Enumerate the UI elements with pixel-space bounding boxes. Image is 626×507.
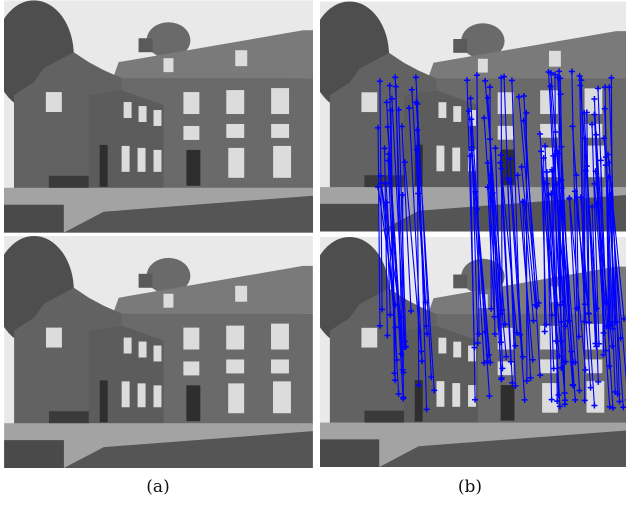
caption-a: (a) bbox=[146, 477, 169, 497]
photo-top-a bbox=[0, 0, 313, 232]
photo-bottom-b bbox=[310, 237, 626, 467]
caption-b: (b) bbox=[458, 477, 482, 497]
match-line bbox=[526, 113, 527, 381]
page: (a) (b) (() => { const data = JSON.parse… bbox=[0, 0, 626, 507]
photo-bottom-a bbox=[0, 236, 313, 468]
figure: (a) (b) bbox=[0, 0, 626, 507]
